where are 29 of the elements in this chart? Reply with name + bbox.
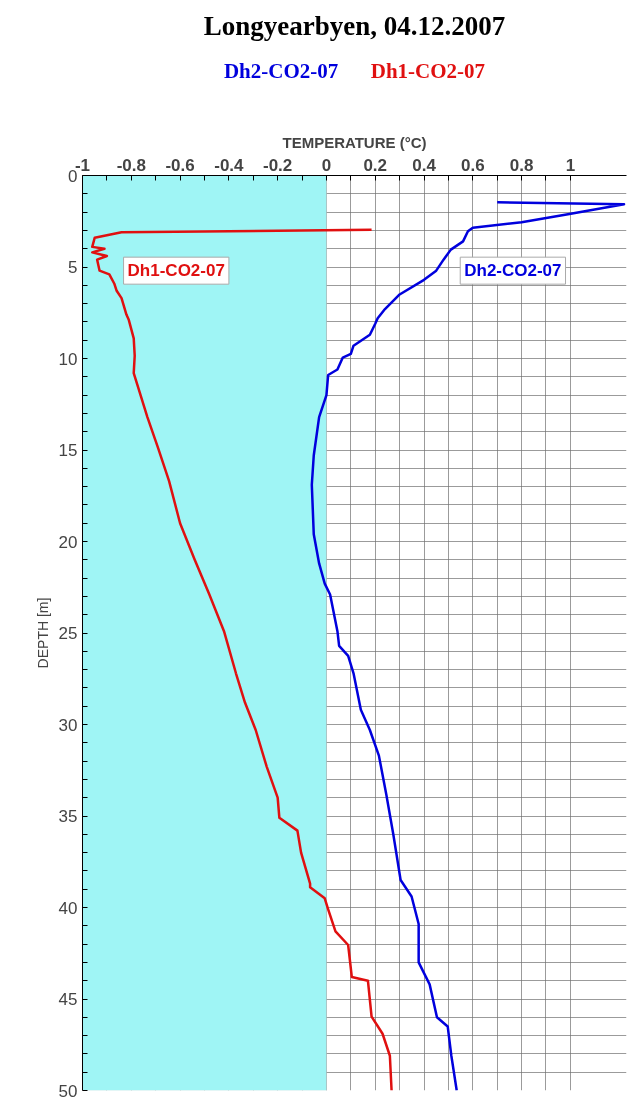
x-tick-label: 0 xyxy=(321,155,332,175)
x-axis-title: TEMPERATURE (°C) xyxy=(282,133,427,151)
text: Dh1-CO2-07 xyxy=(370,58,486,83)
y-tick-label: 30 xyxy=(58,715,78,735)
x-tick-label: -0.8 xyxy=(116,155,146,175)
y-tick-label: 20 xyxy=(58,532,78,552)
x-tick-label: 0.8 xyxy=(509,155,534,175)
y-tick-label: 25 xyxy=(58,624,78,643)
x-tick-label: 1 xyxy=(565,155,576,175)
y-tick-label: 35 xyxy=(58,807,78,826)
y-tick-label: 40 xyxy=(58,898,78,918)
x-tick-label: 0.4 xyxy=(412,155,437,175)
series-label: Dh1-CO2-07 xyxy=(127,261,225,281)
line-series xyxy=(91,228,393,1091)
x-tick-label: 0.2 xyxy=(363,155,388,175)
chart-title: Longyearbyen, 04.12.2007 xyxy=(203,10,506,41)
y-tick-label: 50 xyxy=(58,1081,78,1101)
x-tick-label: -0.4 xyxy=(214,155,245,175)
line-series xyxy=(310,200,626,1091)
x-tick-label: -0.2 xyxy=(263,155,293,175)
y-tick-label: 10 xyxy=(58,349,78,369)
text: Dh2-CO2-07 xyxy=(223,58,339,83)
y-axis-title: DEPTH [m] xyxy=(34,597,51,669)
x-tick-label: -0.6 xyxy=(165,155,195,175)
y-tick-label: 45 xyxy=(58,990,78,1009)
y-tick-label: 15 xyxy=(58,441,78,460)
y-tick-label: 5 xyxy=(68,258,78,277)
series-label: Dh2-CO2-07 xyxy=(464,261,562,281)
x-tick-label: 0.6 xyxy=(461,155,485,175)
